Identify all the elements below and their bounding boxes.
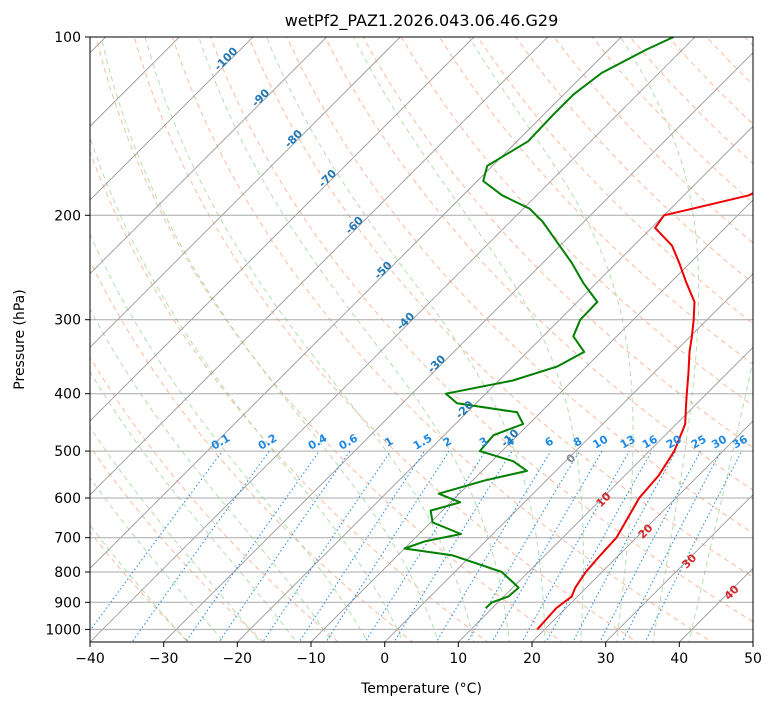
y-tick-label: 1000: [45, 622, 81, 638]
isotherm-line: [0, 10, 575, 654]
x-tick-label: 40: [670, 651, 688, 667]
dry-adiabat-line: [497, 10, 775, 654]
mixing-ratio-line: [73, 451, 222, 654]
mixing-ratio-label: 25: [689, 433, 709, 452]
isotherm-line: [299, 10, 775, 654]
mixing-ratio-label: 1: [382, 435, 395, 450]
moist-adiabat-line: [0, 37, 305, 654]
isotherm-label: -10: [498, 426, 521, 449]
isotherm-label: -80: [282, 127, 305, 150]
dry-adiabat-line: [0, 10, 277, 654]
x-tick-label: 10: [449, 651, 467, 667]
y-tick-label: 800: [54, 565, 81, 581]
moist-adiabat-line: [0, 37, 270, 654]
x-tick-label: −10: [296, 651, 326, 667]
mixing-ratio-label: 16: [640, 432, 660, 451]
isotherm-line: [741, 10, 775, 654]
isotherm-line: [446, 10, 775, 654]
isotherm-line: [152, 10, 775, 654]
isotherm-line: [0, 10, 501, 654]
isotherm-label: 40: [722, 582, 742, 602]
y-tick-label: 400: [54, 387, 81, 403]
x-tick-label: −40: [75, 651, 105, 667]
y-tick-label: 700: [54, 531, 81, 547]
y-axis-label: Pressure (hPa): [12, 289, 28, 389]
mixing-ratio-label: 2: [441, 435, 454, 450]
moist-adiabat-line: [5, 37, 340, 654]
dry-adiabat-line: [386, 10, 775, 654]
y-tick-label: 200: [54, 208, 81, 224]
mixing-ratio-line: [255, 451, 391, 654]
dry-adiabat-line: [719, 10, 775, 654]
x-tick-label: 20: [523, 651, 541, 667]
isotherm-line: [0, 10, 206, 654]
profile-lines: [405, 37, 775, 629]
dry-adiabat-line: [275, 10, 775, 654]
y-tick-label: 900: [54, 595, 81, 611]
x-tick-label: −20: [223, 651, 253, 667]
mixing-ratio-line: [178, 451, 320, 654]
mixing-ratio-line: [540, 451, 652, 654]
moist-adiabat-line: [33, 37, 375, 654]
y-tick-label: 100: [54, 30, 81, 46]
dry-adiabat-line: [756, 10, 775, 654]
mixing-ratio-label: 30: [709, 432, 729, 451]
y-tick-label: 500: [54, 444, 81, 460]
isotherm-label: -70: [316, 167, 339, 190]
mixing-ratio-label: 6: [543, 434, 556, 449]
dry-adiabat-line: [645, 10, 775, 654]
isotherm-label: -40: [394, 310, 417, 333]
moist-adiabat-line: [64, 37, 408, 654]
mixing-ratio-line: [292, 451, 425, 654]
isotherm-line: [373, 10, 775, 654]
moist-adiabat-line: [0, 37, 198, 654]
dry-adiabat-line: [16, 10, 428, 654]
x-tick-label: 50: [744, 651, 762, 667]
isotherm-label: 20: [636, 521, 656, 541]
isotherm-label: -60: [343, 214, 366, 237]
moist-adiabat-line: [687, 37, 775, 654]
mixing-ratio-label: 13: [618, 433, 638, 452]
mixing-ratio-line: [430, 451, 551, 654]
isotherm-label: 10: [594, 490, 614, 510]
isotherm-line: [0, 10, 280, 654]
mixing-ratio-label: 1.5: [411, 432, 434, 453]
isotherm-line: [4, 10, 648, 654]
x-axis-label: Temperature (°C): [360, 681, 482, 697]
y-tick-label: 600: [54, 491, 81, 507]
chart-title: wetPf2_PAZ1.2026.043.06.46.G29: [285, 11, 559, 31]
isotherm-label: -90: [249, 86, 272, 109]
moist-adiabat-line: [0, 37, 234, 654]
mixing-ratio-line: [387, 451, 512, 654]
isotherm-line: [0, 10, 59, 654]
isotherm-line: [520, 10, 775, 654]
moist-adiabat-line: [199, 37, 511, 654]
mixing-ratio-label: 8: [571, 435, 584, 450]
isotherm-line: [78, 10, 722, 654]
x-tick-label: 0: [380, 651, 389, 667]
isotherm-label: -50: [372, 258, 395, 281]
mixing-ratio-label: 0.2: [256, 432, 279, 453]
y-tick-label: 300: [54, 313, 81, 329]
background-lines: [0, 10, 775, 654]
dewpoint-profile: [405, 37, 674, 608]
isotherm-line: [0, 10, 354, 654]
mixing-ratio-label: 10: [590, 432, 610, 451]
moist-adiabat-line: [469, 37, 633, 654]
dry-adiabat-line: [0, 10, 353, 654]
temperature-profile: [537, 37, 775, 629]
isotherm-label: 30: [679, 551, 699, 571]
isotherm-label: -30: [425, 352, 448, 375]
dry-adiabat-line: [571, 10, 775, 654]
dry-adiabat-line: [682, 10, 775, 654]
isotherm-label: -100: [212, 44, 241, 73]
mixing-ratio-line: [124, 451, 270, 654]
dry-adiabat-line: [90, 10, 580, 654]
x-tick-label: 30: [597, 651, 615, 667]
x-tick-label: −30: [149, 651, 179, 667]
